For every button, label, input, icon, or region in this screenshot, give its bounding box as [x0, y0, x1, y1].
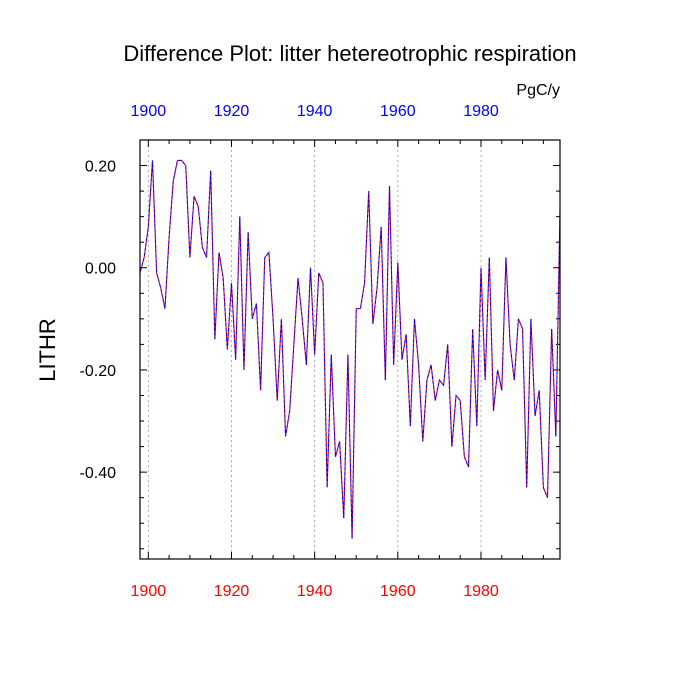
data-series	[139, 159, 561, 539]
x-tick-label-bottom: 1980	[463, 583, 499, 600]
x-tick-label-top: 1920	[214, 103, 250, 120]
x-tick-label-top: 1960	[380, 103, 416, 120]
plot-frame	[139, 139, 561, 560]
y-tick-label: 0.00	[85, 261, 116, 278]
y-tick-label: 0.20	[85, 159, 116, 176]
x-tick-label-bottom: 1940	[297, 583, 333, 600]
y-tick-label: -0.20	[80, 363, 117, 380]
units-label: PgC/y	[516, 82, 560, 99]
x-tick-label-bottom: 1960	[380, 583, 416, 600]
axis-ticks	[140, 139, 560, 559]
series-line-2	[139, 159, 561, 539]
y-axis-label: LITHR	[35, 318, 60, 382]
chart-title: Difference Plot: litter hetereotrophic r…	[123, 41, 576, 66]
axis-tick-labels: 1900 1900 1920 1920 1940 1940 1960 1960 1980 1980…	[80, 103, 499, 600]
x-tick-label-top: 1980	[463, 103, 499, 120]
x-tick-label-top: 1940	[297, 103, 333, 120]
x-tick-label-top: 1900	[131, 103, 167, 120]
x-tick-label-bottom: 1920	[214, 583, 250, 600]
series-line-1	[139, 159, 561, 539]
y-tick-label: -0.40	[80, 465, 117, 482]
x-tick-label-bottom: 1900	[131, 583, 167, 600]
